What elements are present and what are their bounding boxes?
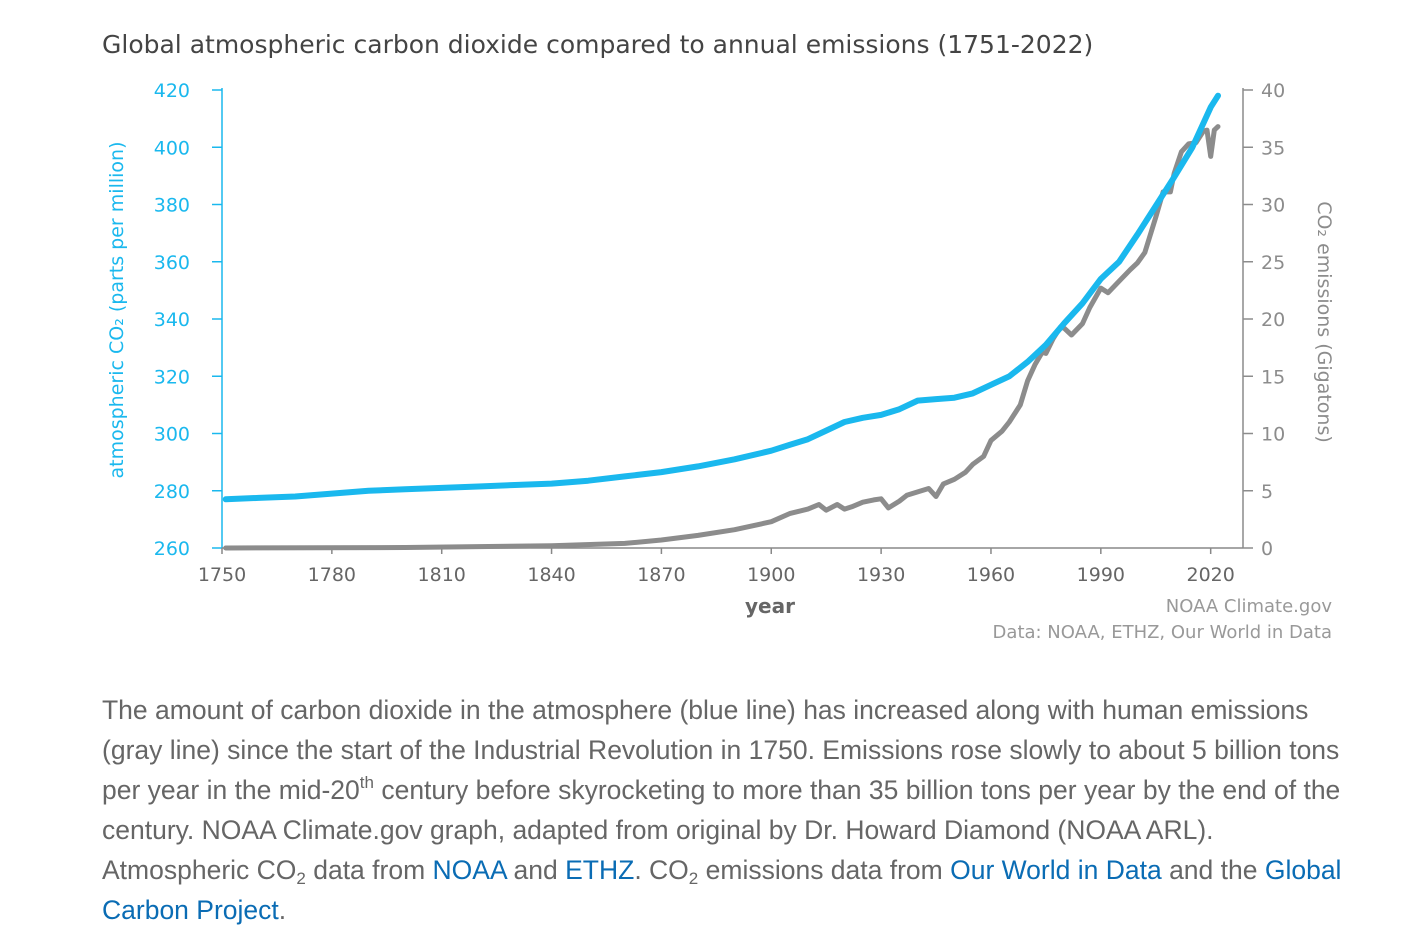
right-tick-label: 15	[1261, 366, 1285, 388]
caption-text: The amount of carbon dioxide in the atmo…	[102, 695, 1340, 805]
right-tick-label: 35	[1261, 137, 1285, 159]
right-tick-label: 40	[1261, 80, 1285, 102]
x-tick-label: 1930	[857, 564, 905, 586]
x-tick-label: 1750	[198, 564, 246, 586]
right-tick-label: 20	[1261, 309, 1285, 331]
chart-title: Global atmospheric carbon dioxide compar…	[102, 30, 1094, 59]
caption-text: century before skyrocketing to more than…	[102, 775, 1341, 885]
figure-caption: The amount of carbon dioxide in the atmo…	[102, 690, 1362, 930]
chart-credit: NOAA Climate.gov	[1165, 596, 1332, 617]
caption-superscript: th	[359, 773, 374, 792]
caption-text: emissions data from	[698, 855, 951, 885]
caption-text: and the	[1161, 855, 1265, 885]
right-axis: 0 5 10 15 20 25 30 35 40	[1242, 80, 1285, 560]
x-tick-label: 1900	[747, 564, 795, 586]
caption-text: .	[278, 895, 287, 925]
co2-concentration-line	[222, 92, 1221, 503]
co2-emissions-line	[223, 124, 1221, 551]
x-tick-label: 1810	[418, 564, 466, 586]
chart: 260 280 300 320 340 360 380 400 420 0 5 10 15 20 25 30…	[106, 80, 1335, 618]
x-tick-label: 1870	[637, 564, 685, 586]
right-tick-label: 0	[1261, 538, 1273, 560]
left-tick-label: 260	[154, 538, 190, 560]
caption-subscript: 2	[688, 869, 699, 888]
x-tick-label: 1780	[308, 564, 356, 586]
global-carbon-project-link[interactable]: Global Carbon Project	[102, 855, 1342, 925]
right-tick-label: 10	[1261, 424, 1285, 446]
chart-data-source: Data: NOAA, ETHZ, Our World in Data	[992, 622, 1332, 643]
left-tick-label: 400	[154, 137, 190, 159]
caption-text: data from	[305, 855, 433, 885]
left-tick-label: 360	[154, 252, 190, 274]
x-tick-label: 1990	[1077, 564, 1125, 586]
left-tick-label: 300	[154, 424, 190, 446]
right-tick-label: 30	[1261, 195, 1285, 217]
x-axis-label: year	[745, 594, 795, 618]
caption-text: and	[506, 855, 566, 885]
left-tick-label: 420	[154, 80, 190, 102]
left-axis: 260 280 300 320 340 360 380 400 420	[154, 80, 223, 560]
caption-text: . CO	[634, 855, 689, 885]
y-axis-right-label: CO₂ emissions (Gigatons)	[1313, 201, 1335, 443]
x-axis: 1750 1780 1810 1840 1870 1900 1930 1960 1990 2020	[198, 547, 1243, 586]
right-tick-label: 25	[1261, 252, 1285, 274]
x-tick-label: 1960	[967, 564, 1015, 586]
left-tick-label: 340	[154, 309, 190, 331]
noaa-link[interactable]: NOAA	[432, 855, 507, 885]
left-tick-label: 280	[154, 481, 190, 503]
series-layer	[222, 92, 1221, 551]
left-tick-label: 320	[154, 366, 190, 388]
left-tick-label: 380	[154, 195, 190, 217]
ethz-link[interactable]: ETHZ	[565, 855, 635, 885]
our-world-in-data-link[interactable]: Our World in Data	[950, 855, 1162, 885]
caption-subscript: 2	[296, 869, 306, 888]
x-tick-label: 1840	[527, 564, 575, 586]
right-tick-label: 5	[1261, 481, 1273, 503]
y-axis-left-label: atmospheric CO₂ (parts per million)	[106, 142, 128, 479]
x-tick-label: 2020	[1186, 564, 1234, 586]
